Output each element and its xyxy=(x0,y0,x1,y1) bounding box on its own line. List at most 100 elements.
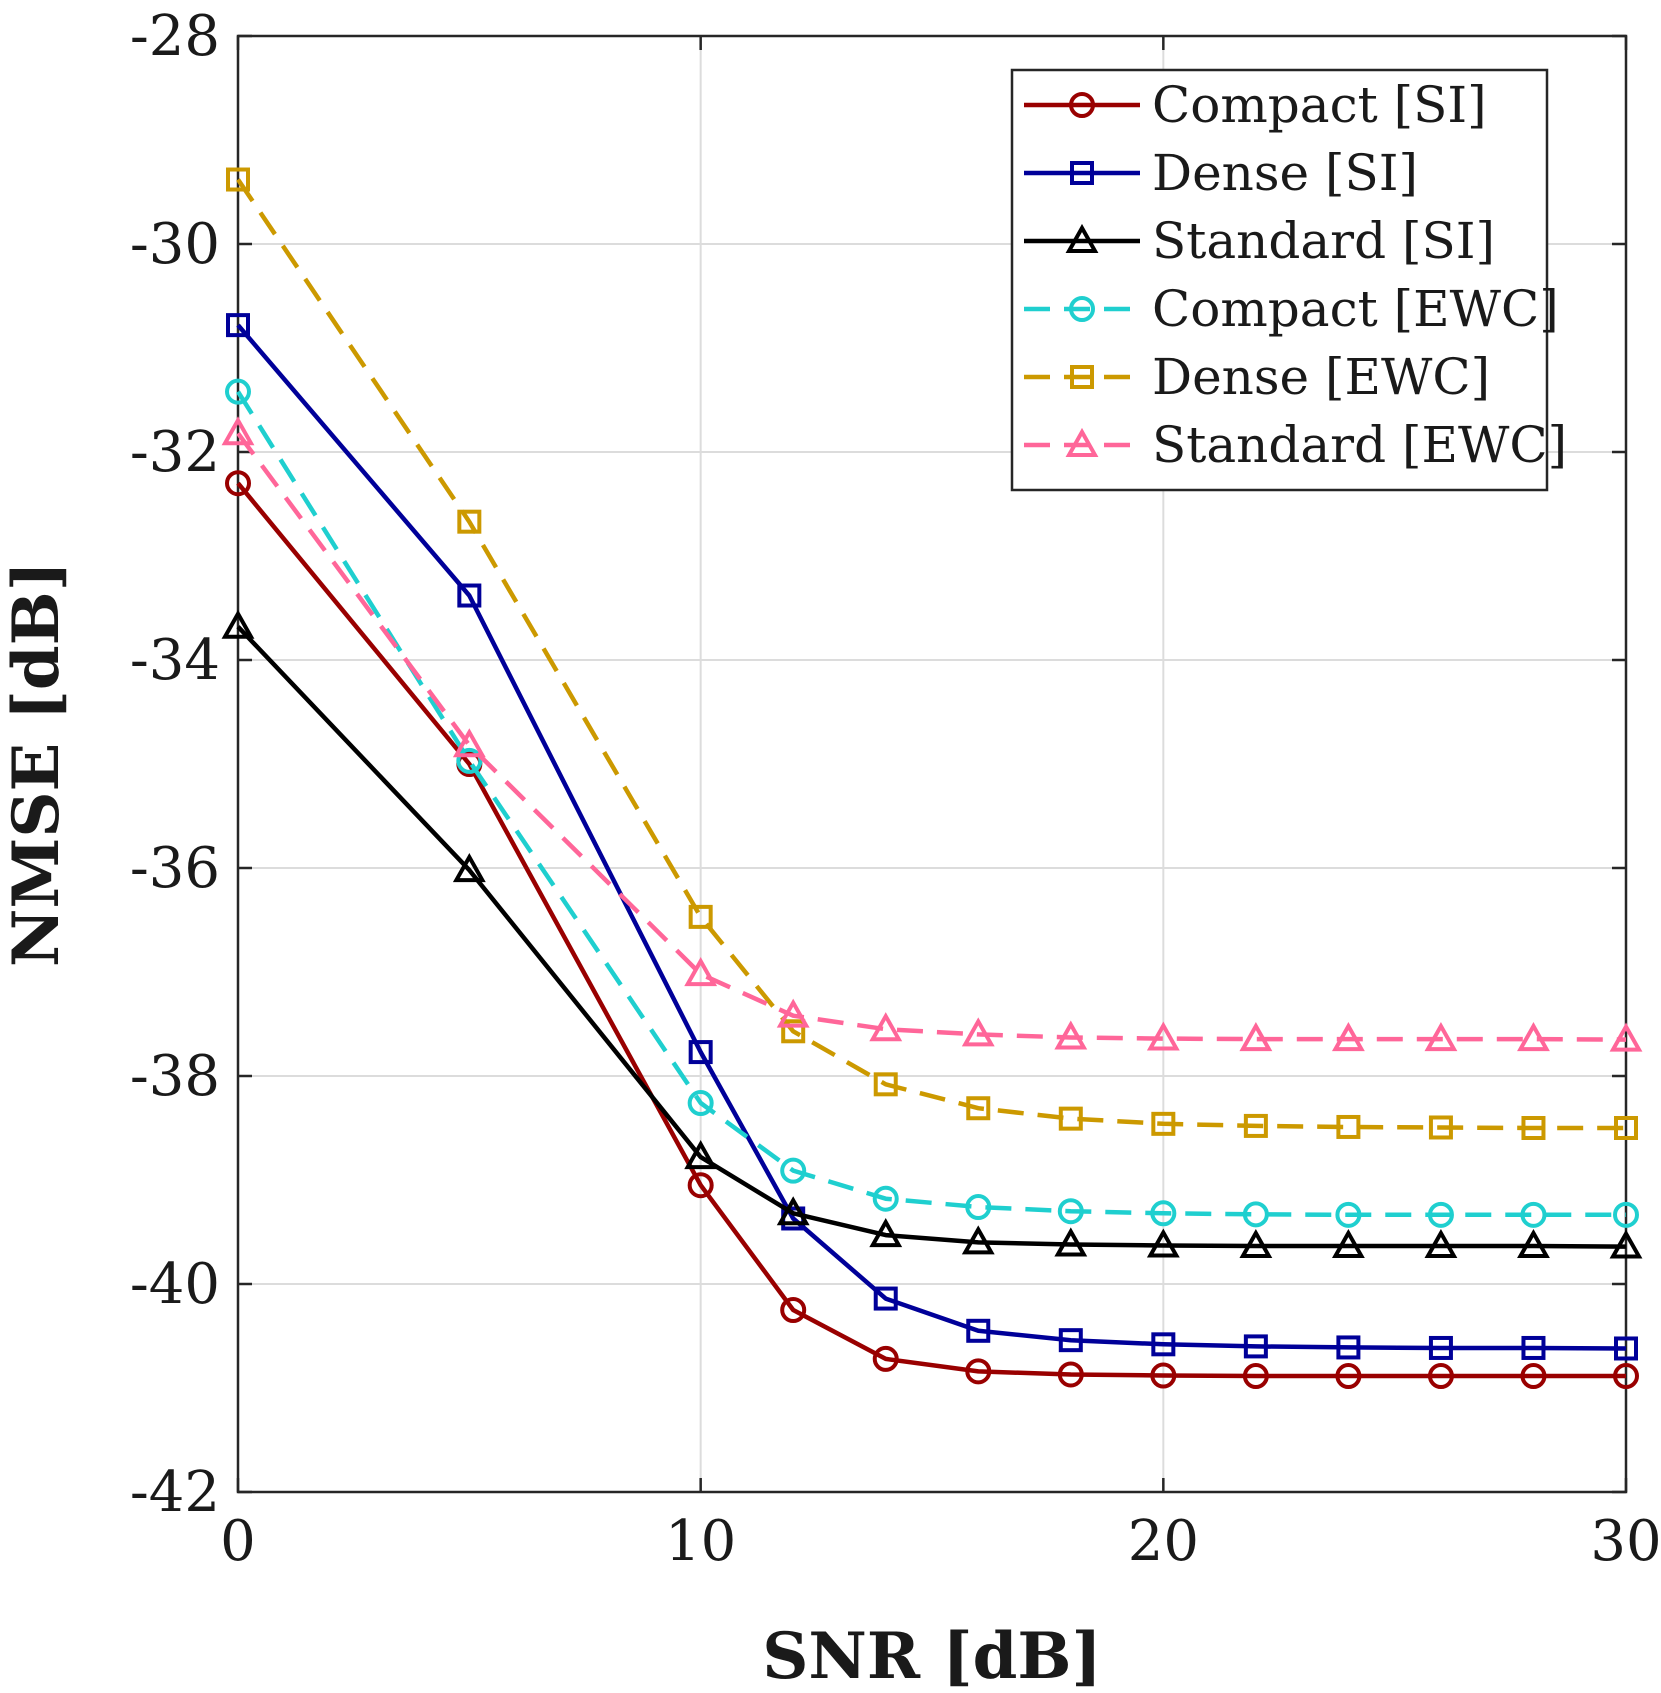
data-point-standard-si xyxy=(1609,1229,1643,1259)
data-point-compact-si xyxy=(687,1172,714,1199)
data-point-compact-ewc xyxy=(1613,1201,1639,1228)
legend-label-compact-ewc: Compact [EWC] xyxy=(1152,280,1559,338)
data-point-dense-si xyxy=(226,313,250,338)
series-dense-ewc xyxy=(226,167,1638,1140)
data-point-standard-si xyxy=(1239,1228,1273,1259)
data-point-dense-ewc xyxy=(1521,1116,1546,1140)
legend-marker-dense-si xyxy=(1070,161,1094,185)
data-point-standard-ewc xyxy=(1054,1020,1088,1050)
x-tick-label: 10 xyxy=(665,1509,736,1574)
data-point-standard-si xyxy=(776,1196,810,1226)
legend-label-standard-si: Standard [SI] xyxy=(1152,212,1495,270)
y-tick-label: -36 xyxy=(130,836,220,901)
tick-marks xyxy=(236,34,1628,1494)
series-compact-ewc xyxy=(225,378,1639,1228)
data-point-compact-si xyxy=(1150,1362,1177,1389)
data-point-compact-ewc xyxy=(1427,1201,1454,1228)
plot-area-frame xyxy=(236,34,1628,1494)
legend-label-dense-si: Dense [SI] xyxy=(1152,144,1418,202)
data-point-standard-ewc xyxy=(1517,1022,1550,1052)
series-group xyxy=(221,167,1643,1390)
y-tick-label: -34 xyxy=(130,628,220,693)
data-point-compact-si xyxy=(1427,1363,1454,1390)
data-point-standard-si xyxy=(869,1218,903,1248)
x-axis-label: SNR [dB] xyxy=(762,1619,1102,1693)
data-point-dense-si xyxy=(1614,1336,1638,1361)
data-point-compact-ewc xyxy=(780,1157,807,1184)
data-point-dense-ewc xyxy=(1151,1111,1176,1136)
data-point-standard-ewc xyxy=(452,728,486,758)
data-point-standard-si xyxy=(961,1225,995,1255)
data-point-standard-ewc xyxy=(1609,1022,1643,1052)
data-point-compact-ewc xyxy=(1057,1198,1084,1225)
data-point-dense-si xyxy=(1058,1328,1083,1353)
x-tick-label: 0 xyxy=(220,1509,256,1574)
data-point-dense-ewc xyxy=(226,167,250,192)
data-point-dense-ewc xyxy=(781,1019,806,1044)
series-standard-ewc xyxy=(221,416,1643,1052)
data-point-dense-ewc xyxy=(1243,1113,1268,1138)
series-line-standard-si xyxy=(236,625,1627,1249)
data-point-standard-ewc xyxy=(961,1017,995,1047)
data-point-standard-si xyxy=(1517,1228,1550,1259)
legend-box xyxy=(1010,68,1549,492)
data-point-dense-si xyxy=(457,583,482,608)
data-point-compact-ewc xyxy=(1242,1201,1269,1228)
data-point-standard-si xyxy=(1054,1227,1088,1257)
data-point-compact-si xyxy=(1242,1363,1269,1390)
data-point-dense-si xyxy=(1521,1335,1546,1360)
y-axis-label: NMSE [dB] xyxy=(0,561,74,967)
legend-marker-compact-ewc xyxy=(1069,296,1095,322)
data-point-compact-ewc xyxy=(687,1090,714,1117)
data-point-standard-ewc xyxy=(869,1012,903,1042)
data-point-compact-ewc xyxy=(965,1194,992,1221)
data-point-standard-si xyxy=(1331,1228,1365,1259)
y-tick-label: -28 xyxy=(130,4,220,69)
y-tick-label: -42 xyxy=(130,1460,220,1525)
data-point-compact-ewc xyxy=(456,747,483,774)
legend-marker-compact-si xyxy=(1069,92,1095,118)
y-tick-label: -38 xyxy=(130,1044,220,1109)
data-point-dense-si xyxy=(966,1318,991,1343)
series-line-compact-ewc xyxy=(236,390,1626,1218)
series-line-dense-ewc xyxy=(236,178,1626,1131)
series-line-compact-si xyxy=(236,481,1626,1379)
y-tick-label: -30 xyxy=(130,212,220,277)
data-point-dense-ewc xyxy=(457,509,482,534)
data-point-standard-si xyxy=(684,1140,718,1170)
y-tick-label: -32 xyxy=(130,420,220,485)
data-point-compact-si xyxy=(872,1345,899,1372)
data-point-dense-si xyxy=(1336,1335,1361,1360)
data-point-compact-si xyxy=(1520,1363,1547,1390)
legend-label-dense-ewc: Dense [EWC] xyxy=(1152,348,1490,406)
y-tick-label: -40 xyxy=(130,1252,220,1317)
data-point-dense-ewc xyxy=(1336,1114,1361,1139)
legend-marker-dense-ewc xyxy=(1070,365,1094,389)
data-point-standard-ewc xyxy=(1239,1022,1273,1052)
x-tick-label: 20 xyxy=(1128,1509,1199,1574)
data-point-compact-ewc xyxy=(1520,1201,1547,1228)
series-standard-si xyxy=(221,609,1643,1259)
legend-label-standard-ewc: Standard [EWC] xyxy=(1152,416,1567,474)
data-point-standard-ewc xyxy=(1331,1022,1365,1052)
data-point-compact-si xyxy=(780,1297,807,1323)
data-point-standard-si xyxy=(452,853,486,883)
data-point-compact-si xyxy=(1613,1363,1639,1390)
data-point-standard-si xyxy=(1424,1228,1458,1259)
data-point-standard-ewc xyxy=(684,957,718,987)
legend-marker-standard-ewc xyxy=(1065,427,1099,457)
legend-label-compact-si: Compact [SI] xyxy=(1152,76,1487,134)
data-point-compact-ewc xyxy=(872,1185,899,1212)
data-point-standard-ewc xyxy=(221,416,255,446)
data-point-dense-si xyxy=(873,1286,898,1311)
data-point-compact-ewc xyxy=(1335,1201,1362,1228)
data-point-standard-si xyxy=(1146,1228,1180,1258)
data-point-compact-si xyxy=(965,1358,992,1385)
tick-labels: 0 10 20 30 -42 -40 -38 -36 -34 -32 -30 -28 xyxy=(130,4,1661,1574)
data-point-dense-si xyxy=(1151,1332,1176,1357)
data-point-standard-si xyxy=(221,609,255,639)
data-point-dense-ewc xyxy=(688,904,713,929)
data-point-dense-ewc xyxy=(1058,1106,1083,1131)
data-point-dense-si xyxy=(1243,1334,1268,1359)
data-point-dense-ewc xyxy=(1614,1116,1638,1140)
